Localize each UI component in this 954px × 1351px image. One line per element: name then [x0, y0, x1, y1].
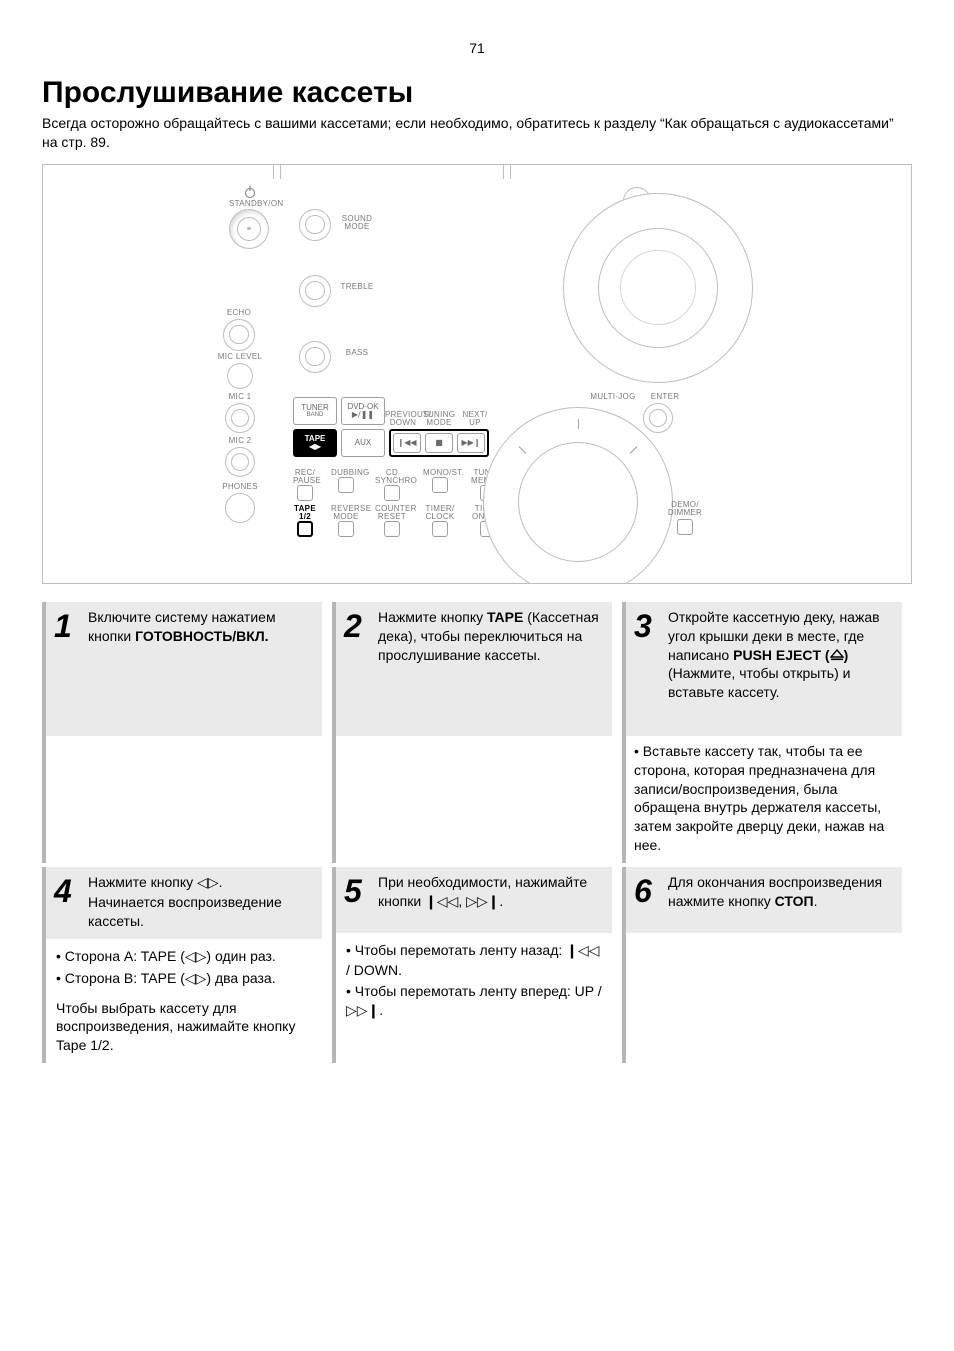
- step-num: 5: [344, 873, 378, 907]
- label-tuner-sub: BAND: [307, 412, 324, 418]
- label-previous: PREVIOUS/ DOWN: [385, 411, 421, 427]
- steps-row-2: 4 Нажмите кнопку ◁▷.Начинается воcпроизв…: [42, 867, 912, 1063]
- list-item: Сторона B: TAPE (◁▷) два раза.: [56, 969, 314, 989]
- list-item: Сторона A: TAPE (◁▷) один раз.: [56, 947, 314, 967]
- step-num: 2: [344, 608, 378, 642]
- step-num: 1: [54, 608, 88, 642]
- label-aux: AUX: [355, 439, 371, 447]
- step-text: Откройте кассетную деку, нажав угол крыш…: [668, 608, 894, 702]
- label-phones: PHONES: [219, 483, 261, 491]
- page-title: Прослушивание кассеты: [42, 76, 912, 110]
- label-mic1: MIC 1: [223, 393, 257, 401]
- label-standby: STANDBY/ON: [229, 199, 283, 208]
- list-item: Чтобы перемотать ленту вперед: UP / ▷▷❙.: [346, 982, 604, 1021]
- label-rec-pause: REC/ PAUSE: [293, 469, 317, 485]
- step-5: 5 При необходимости, нажимайте кнопки ❙◁…: [332, 867, 622, 1063]
- label-tuning: TUNING MODE: [421, 411, 457, 427]
- step-text: Для окончания воспроизведения нажмите кн…: [668, 873, 894, 911]
- label-sound-mode: SOUND MODE: [333, 215, 381, 231]
- step-1: 1 Включите систему нажатием кнопки ГОТОВ…: [42, 602, 332, 863]
- step-num: 3: [634, 608, 668, 642]
- step-3: 3 Откройте кассетную деку, нажав угол кр…: [622, 602, 912, 863]
- label-next: NEXT/ UP: [457, 411, 493, 427]
- list-item: Чтобы перемотать ленту назад: ❙◁◁ / DOWN…: [346, 941, 604, 980]
- device-diagram: STANDBY/ON ECHO MIC LEVEL MIC 1 MIC 2 PH…: [42, 164, 912, 584]
- label-counter-reset: COUNTER RESET: [375, 505, 409, 521]
- label-cd-synchro: CD SYNCHRO: [375, 469, 409, 485]
- label-multi-jog: MULTI-JOG: [583, 393, 643, 401]
- step-text: Нажмите кнопку ◁▷.Начинается воcпроизвед…: [88, 873, 314, 931]
- label-mic-level: MIC LEVEL: [213, 353, 267, 361]
- label-echo: ECHO: [219, 309, 259, 317]
- step-3-sub: Вставьте кассету так, чтобы та ее сторон…: [634, 742, 894, 855]
- page-number: 71: [42, 40, 912, 56]
- step-text: При необходимости, нажимайте кнопки ❙◁◁,…: [378, 873, 604, 912]
- step-text: Включите систему нажатием кнопки ГОТОВНО…: [88, 608, 314, 646]
- label-enter: ENTER: [645, 393, 685, 401]
- step-5-bullets: Чтобы перемотать ленту назад: ❙◁◁ / DOWN…: [346, 941, 604, 1021]
- step-4: 4 Нажмите кнопку ◁▷.Начинается воcпроизв…: [42, 867, 332, 1063]
- intro-text: Всегда осторожно обращайтесь с вашими ка…: [42, 114, 912, 152]
- label-demo: DEMO/ DIMMER: [663, 501, 707, 517]
- label-dubbing: DUBBING: [331, 469, 361, 477]
- label-treble: TREBLE: [335, 283, 379, 291]
- label-bass: BASS: [335, 349, 379, 357]
- label-reverse-mode: REVERSE MODE: [331, 505, 361, 521]
- label-tape12: TAPE 1/2: [293, 505, 317, 521]
- step-2: 2 Нажмите кнопку TAPE (Кассетная дека), …: [332, 602, 622, 863]
- label-mono-st: MONO/ST.: [423, 469, 457, 477]
- step-6: 6 Для окончания воспроизведения нажмите …: [622, 867, 912, 1063]
- label-timer-clock: TIMER/ CLOCK: [423, 505, 457, 521]
- step-4-body-text: Чтобы выбрать кассету для воcпроизведени…: [56, 999, 314, 1056]
- step-4-bullets: Сторона A: TAPE (◁▷) один раз.Сторона B:…: [56, 947, 314, 989]
- steps-row-1: 1 Включите систему нажатием кнопки ГОТОВ…: [42, 602, 912, 863]
- step-num: 4: [54, 873, 88, 907]
- step-text: Нажмите кнопку TAPE (Кассетная дека), чт…: [378, 608, 604, 665]
- step-num: 6: [634, 873, 668, 907]
- label-mic2: MIC 2: [223, 437, 257, 445]
- label-tuner: TUNER: [301, 404, 329, 412]
